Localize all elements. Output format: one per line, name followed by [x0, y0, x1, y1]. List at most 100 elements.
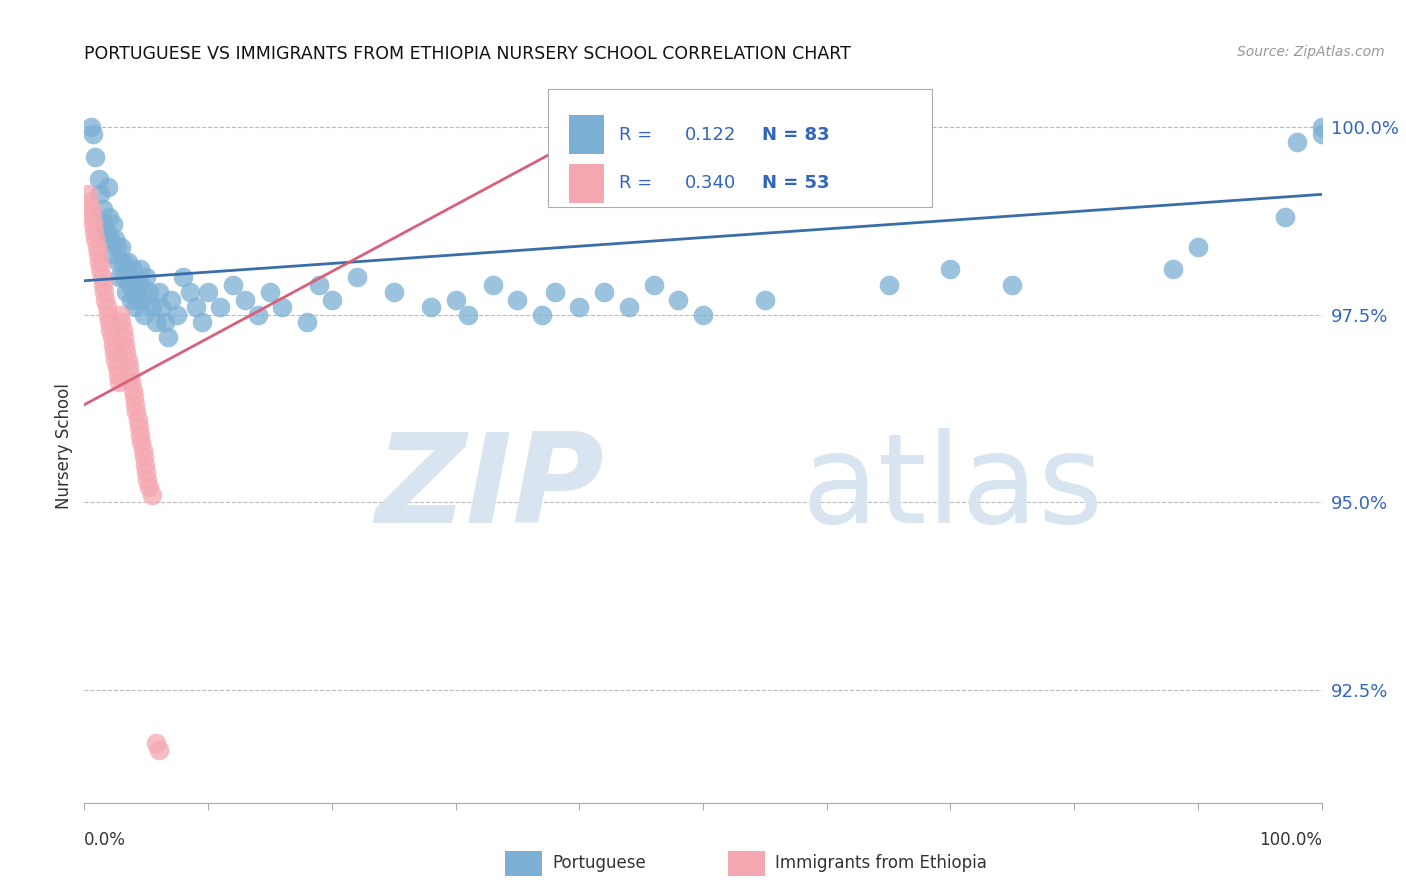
- Point: [1310, 120, 1333, 134]
- Point: [246, 308, 269, 322]
- Point: [1310, 128, 1333, 142]
- Point: [209, 300, 232, 314]
- Point: [94, 293, 117, 307]
- Point: [96, 225, 118, 239]
- Point: [100, 247, 122, 261]
- Text: 0.122: 0.122: [685, 126, 735, 144]
- Point: [419, 300, 441, 314]
- Point: [98, 210, 121, 224]
- Point: [107, 368, 129, 382]
- Point: [138, 285, 160, 299]
- Point: [150, 300, 173, 314]
- Bar: [728, 851, 765, 876]
- Point: [103, 345, 125, 359]
- Point: [120, 375, 142, 389]
- Text: 0.0%: 0.0%: [84, 831, 127, 849]
- Point: [93, 285, 115, 299]
- Bar: [569, 115, 605, 154]
- Point: [124, 398, 146, 412]
- Point: [308, 277, 330, 292]
- Text: PORTUGUESE VS IMMIGRANTS FROM ETHIOPIA NURSERY SCHOOL CORRELATION CHART: PORTUGUESE VS IMMIGRANTS FROM ETHIOPIA N…: [84, 45, 851, 62]
- Point: [179, 285, 201, 299]
- Point: [128, 420, 150, 434]
- Point: [89, 172, 111, 186]
- Point: [112, 330, 135, 344]
- Point: [111, 322, 134, 336]
- Point: [134, 458, 156, 472]
- Point: [121, 262, 143, 277]
- Point: [184, 300, 207, 314]
- Point: [105, 240, 128, 254]
- Point: [132, 308, 155, 322]
- Point: [191, 315, 214, 329]
- Point: [115, 345, 138, 359]
- Point: [91, 277, 114, 292]
- Point: [222, 277, 245, 292]
- Point: [114, 337, 136, 351]
- Point: [115, 285, 138, 299]
- Point: [122, 285, 145, 299]
- Point: [97, 179, 120, 194]
- Point: [98, 232, 121, 246]
- Point: [382, 285, 405, 299]
- Point: [82, 218, 104, 232]
- Point: [157, 330, 180, 344]
- Point: [148, 285, 170, 299]
- Point: [135, 270, 157, 285]
- Y-axis label: Nursery School: Nursery School: [55, 383, 73, 509]
- Point: [321, 293, 343, 307]
- Point: [127, 277, 149, 292]
- Point: [148, 743, 170, 757]
- Point: [89, 262, 111, 277]
- Point: [1161, 262, 1184, 277]
- Point: [110, 308, 132, 322]
- Point: [643, 277, 665, 292]
- Point: [96, 300, 118, 314]
- Point: [754, 293, 776, 307]
- Point: [84, 232, 107, 246]
- Text: R =: R =: [619, 175, 658, 193]
- Point: [295, 315, 318, 329]
- Point: [101, 218, 124, 232]
- Text: ZIP: ZIP: [375, 428, 605, 549]
- Point: [122, 390, 145, 404]
- Text: 0.340: 0.340: [685, 175, 735, 193]
- Point: [444, 293, 467, 307]
- Point: [117, 255, 139, 269]
- Point: [531, 308, 554, 322]
- Point: [118, 360, 141, 375]
- Text: N = 83: N = 83: [762, 126, 830, 144]
- Point: [457, 308, 479, 322]
- Point: [939, 262, 962, 277]
- Point: [93, 218, 115, 232]
- Point: [166, 308, 188, 322]
- Point: [110, 315, 132, 329]
- Point: [132, 450, 155, 465]
- Point: [101, 337, 124, 351]
- Text: atlas: atlas: [801, 428, 1104, 549]
- Point: [111, 255, 134, 269]
- Point: [77, 187, 100, 202]
- Point: [117, 352, 139, 367]
- Point: [79, 120, 101, 134]
- Point: [120, 277, 142, 292]
- FancyBboxPatch shape: [548, 89, 932, 207]
- Point: [481, 277, 503, 292]
- Point: [141, 488, 163, 502]
- Point: [110, 240, 132, 254]
- Point: [593, 285, 616, 299]
- Point: [105, 360, 128, 375]
- Point: [98, 322, 121, 336]
- Point: [1274, 210, 1296, 224]
- Text: Portuguese: Portuguese: [553, 855, 645, 872]
- Point: [692, 308, 714, 322]
- Point: [104, 352, 127, 367]
- Point: [80, 210, 103, 224]
- Point: [145, 736, 167, 750]
- Point: [90, 270, 112, 285]
- Point: [112, 270, 135, 285]
- Point: [129, 435, 152, 450]
- Point: [1285, 135, 1308, 149]
- Bar: [505, 851, 543, 876]
- Point: [120, 293, 142, 307]
